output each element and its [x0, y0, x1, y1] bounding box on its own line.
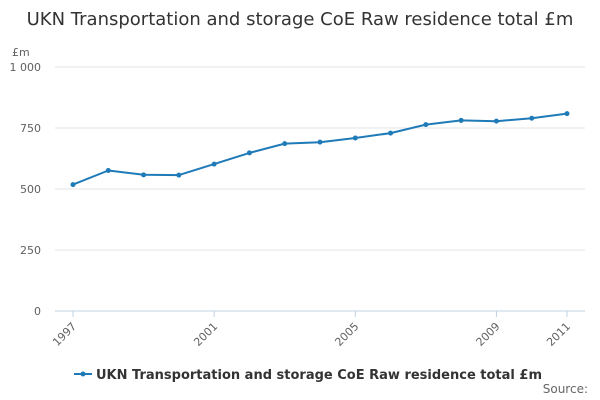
- data-point[interactable]: [211, 161, 217, 167]
- axes: 0 250 500 750 1 000 1997 2001 2005 2009 2011: [10, 61, 574, 349]
- data-point[interactable]: [493, 118, 499, 124]
- series-line[interactable]: [72, 112, 568, 186]
- legend-label[interactable]: UKN Transportation and storage CoE Raw r…: [96, 368, 542, 383]
- data-point[interactable]: [176, 172, 182, 178]
- y-tick-label: 250: [20, 244, 41, 257]
- data-point[interactable]: [317, 139, 323, 145]
- data-point[interactable]: [246, 150, 252, 156]
- data-point[interactable]: [105, 167, 111, 173]
- data-point[interactable]: [529, 115, 535, 121]
- data-point[interactable]: [70, 182, 76, 188]
- y-axis-unit-label: £m: [12, 46, 30, 59]
- data-point[interactable]: [352, 135, 358, 141]
- y-tick-label: 0: [34, 305, 41, 318]
- y-tick-label: 750: [20, 122, 41, 135]
- chart-title: UKN Transportation and storage CoE Raw r…: [26, 9, 574, 30]
- data-point[interactable]: [423, 122, 429, 128]
- source-label: Source:: [542, 382, 588, 396]
- data-point[interactable]: [282, 141, 288, 147]
- legend[interactable]: UKN Transportation and storage CoE Raw r…: [74, 368, 542, 383]
- gridlines: [55, 66, 585, 312]
- y-tick-label: 500: [20, 183, 41, 196]
- x-tick-label: 2009: [474, 320, 503, 349]
- legend-marker-swatch: [80, 371, 86, 377]
- data-point[interactable]: [141, 172, 147, 178]
- data-point[interactable]: [564, 111, 570, 117]
- x-tick-label: 2011: [544, 320, 573, 349]
- data-point[interactable]: [458, 117, 464, 123]
- x-tick-label: 2005: [332, 320, 361, 349]
- y-tick-label: 1 000: [10, 61, 42, 74]
- data-point[interactable]: [388, 130, 394, 136]
- x-tick-label: 2001: [191, 320, 220, 349]
- series-layer: [70, 111, 570, 188]
- x-tick-label: 1997: [50, 320, 79, 349]
